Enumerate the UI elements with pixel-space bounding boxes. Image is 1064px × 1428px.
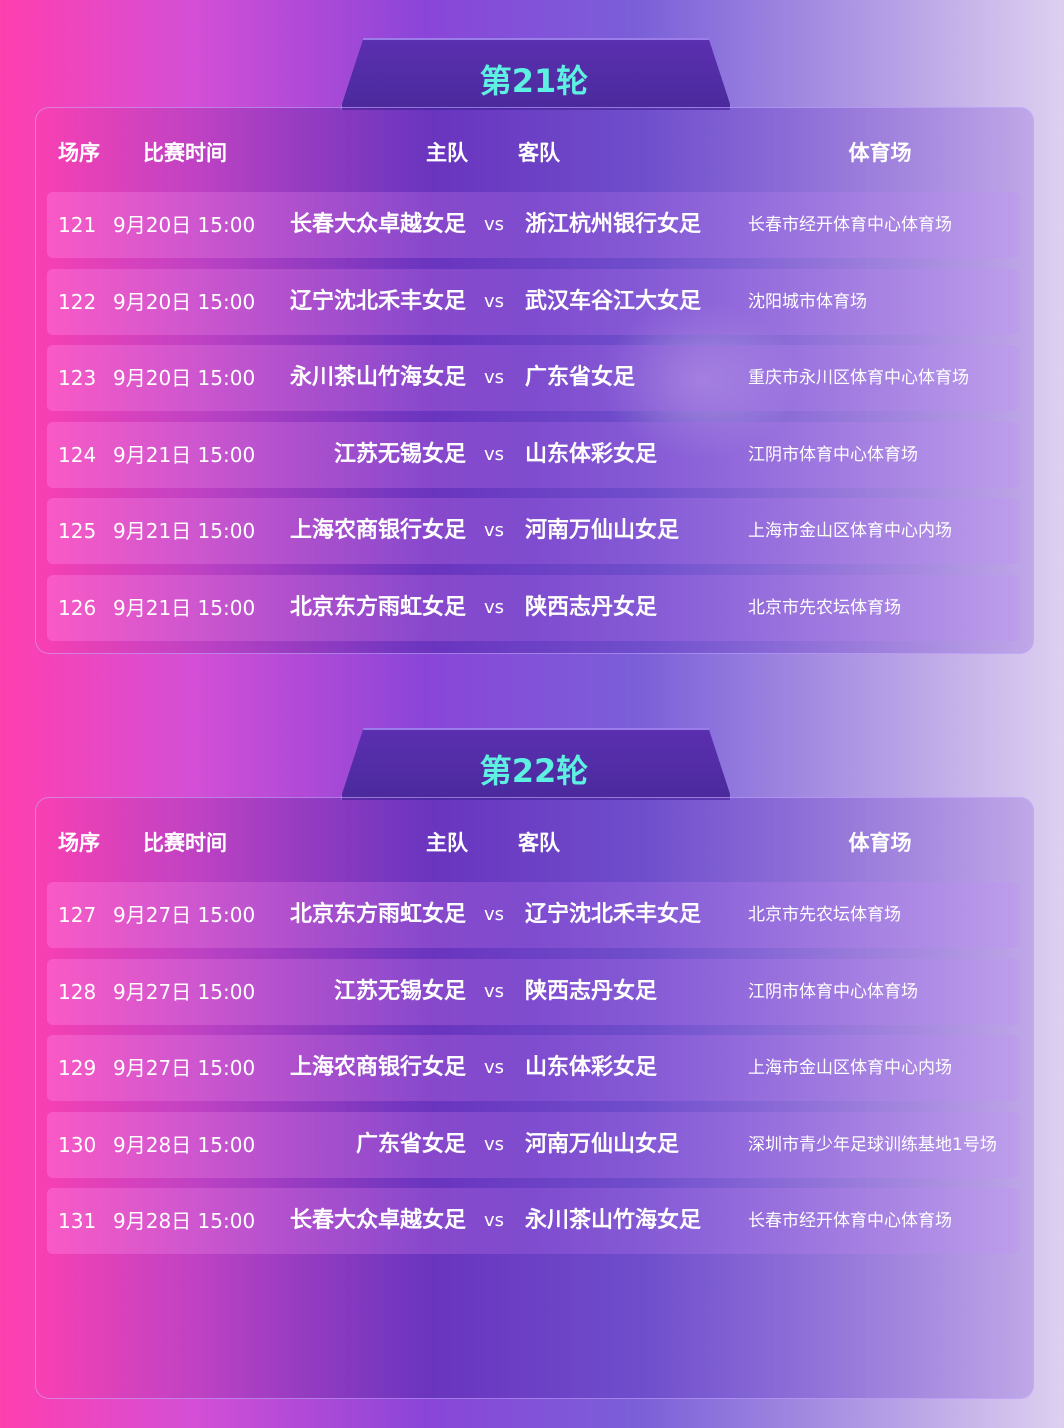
match-row: 123 9月20日 15:00 永川茶山竹海女足 vs 广东省女足 重庆市永川区体育中心体… [47, 345, 1020, 411]
column-header: 场序 [58, 831, 100, 855]
match-time: 9月20日 15:00 [113, 366, 256, 390]
away-team: 陕西志丹女足 [525, 978, 658, 1004]
match-time: 9月28日 15:00 [113, 1209, 256, 1233]
venue: 长春市经开体育中心体育场 [748, 1211, 952, 1231]
versus: vs [483, 214, 505, 235]
venue: 北京市先农坛体育场 [748, 597, 901, 618]
match-row: 122 9月20日 15:00 辽宁沈北禾丰女足 vs 武汉车谷江大女足 沈阳城市体育场 [47, 268, 1020, 335]
match-time: 9月20日 15:00 [113, 213, 256, 237]
match-number: 121 [58, 213, 97, 237]
match-number: 128 [58, 979, 97, 1004]
match-number: 127 [58, 903, 97, 927]
match-time: 9月27日 15:00 [113, 903, 256, 927]
match-time: 9月21日 15:00 [113, 595, 256, 620]
match-row: 121 9月20日 15:00 长春大众卓越女足 vs 浙江杭州银行女足 长春市经开体育中… [47, 192, 1020, 258]
home-team: 广东省女足 [355, 1131, 466, 1157]
home-team: 上海农商银行女足 [289, 518, 466, 543]
match-row: 125 9月21日 15:00 上海农商银行女足 vs 河南万仙山女足 上海市金山区体育中… [47, 498, 1020, 564]
page: (() => { const data = JSON.parse(documen… [0, 0, 1064, 1399]
match-row: 127 9月27日 15:00 北京东方雨虹女足 vs 辽宁沈北禾丰女足 北京市先农坛体育… [47, 882, 1020, 948]
home-team: 上海农商银行女足 [289, 1055, 466, 1080]
match-row: 126 9月21日 15:00 北京东方雨虹女足 vs 陕西志丹女足 北京市先农坛体育场 [47, 574, 1020, 641]
match-row: 124 9月21日 15:00 江苏无锡女足 vs 山东体彩女足 江阴市体育中心体育场 [47, 421, 1020, 488]
column-header: 体育场 [848, 141, 912, 165]
versus: vs [483, 1133, 505, 1155]
away-team: 浙江杭州银行女足 [525, 212, 702, 237]
match-row: 131 9月28日 15:00 长春大众卓越女足 vs 永川茶山竹海女足 长春市经开体育中… [47, 1188, 1020, 1254]
round-section: 第21轮场序 比赛时间 主队 客队 体育场 121 9月20日 15:00 长春大众卓越女足 v… [0, 38, 1064, 738]
column-header: 主队 [426, 141, 468, 165]
round-tab [340, 728, 732, 800]
venue: 北京市先农坛体育场 [748, 905, 901, 925]
venue: 江阴市体育中心体育场 [748, 444, 918, 465]
match-number: 125 [58, 519, 97, 543]
column-header: 主队 [426, 831, 468, 855]
column-header: 客队 [518, 141, 560, 165]
venue: 重庆市永川区体育中心体育场 [748, 368, 969, 388]
away-team: 陕西志丹女足 [525, 594, 658, 620]
column-header: 比赛时间 [143, 831, 227, 855]
column-header: 体育场 [848, 831, 912, 855]
versus: vs [483, 367, 505, 388]
versus: vs [483, 904, 505, 925]
home-team: 辽宁沈北禾丰女足 [289, 288, 466, 314]
match-time: 9月28日 15:00 [113, 1132, 256, 1157]
versus: vs [483, 520, 505, 541]
versus: vs [483, 443, 505, 465]
home-team: 江苏无锡女足 [333, 978, 466, 1004]
venue: 上海市金山区体育中心内场 [748, 521, 952, 541]
column-header: 场序 [58, 141, 100, 165]
match-row: 128 9月27日 15:00 江苏无锡女足 vs 陕西志丹女足 江阴市体育中心体育场 [47, 958, 1020, 1025]
home-team: 长春大众卓越女足 [289, 212, 466, 237]
match-number: 130 [58, 1132, 97, 1157]
match-number: 123 [58, 366, 97, 390]
match-time: 9月27日 15:00 [113, 979, 256, 1004]
away-team: 辽宁沈北禾丰女足 [525, 902, 702, 927]
match-time: 9月20日 15:00 [113, 289, 256, 314]
venue: 深圳市青少年足球训练基地1号场 [748, 1134, 997, 1155]
venue: 长春市经开体育中心体育场 [748, 215, 952, 235]
home-team: 北京东方雨虹女足 [289, 594, 466, 620]
round-section: 第22轮场序 比赛时间 主队 客队 体育场 127 9月27日 15:00 北京东方雨虹女足 v… [0, 728, 1064, 1428]
match-number: 122 [58, 289, 97, 314]
venue: 上海市金山区体育中心内场 [748, 1058, 952, 1078]
match-number: 131 [58, 1209, 97, 1233]
round-panel [35, 107, 1034, 654]
round-title: 第21轮 [479, 62, 589, 100]
versus: vs [483, 596, 505, 618]
venue: 江阴市体育中心体育场 [748, 981, 918, 1002]
home-team: 永川茶山竹海女足 [289, 365, 466, 390]
away-team: 广东省女足 [525, 365, 636, 390]
match-number: 124 [58, 442, 97, 467]
away-team: 山东体彩女足 [525, 1055, 658, 1080]
versus: vs [483, 1057, 505, 1078]
home-team: 江苏无锡女足 [333, 441, 466, 467]
match-time: 9月27日 15:00 [113, 1056, 256, 1080]
column-header: 比赛时间 [143, 141, 227, 165]
versus: vs [483, 290, 505, 312]
away-team: 武汉车谷江大女足 [525, 288, 702, 314]
versus: vs [483, 1210, 505, 1231]
match-number: 129 [58, 1056, 97, 1080]
match-row: 129 9月27日 15:00 上海农商银行女足 vs 山东体彩女足 上海市金山区体育中心… [47, 1035, 1020, 1101]
away-team: 河南万仙山女足 [525, 518, 680, 543]
versus: vs [483, 980, 505, 1002]
away-team: 山东体彩女足 [525, 441, 658, 467]
match-number: 126 [58, 595, 97, 620]
match-time: 9月21日 15:00 [113, 519, 256, 543]
match-time: 9月21日 15:00 [113, 442, 256, 467]
away-team: 河南万仙山女足 [525, 1131, 680, 1157]
away-team: 永川茶山竹海女足 [525, 1208, 702, 1233]
home-team: 长春大众卓越女足 [289, 1208, 466, 1233]
round-tab [340, 38, 732, 110]
venue: 沈阳城市体育场 [748, 291, 867, 312]
round-title: 第22轮 [479, 752, 589, 790]
column-header: 客队 [518, 831, 560, 855]
match-row: 130 9月28日 15:00 广东省女足 vs 河南万仙山女足 深圳市青少年足球训练基地… [47, 1111, 1020, 1178]
home-team: 北京东方雨虹女足 [289, 902, 466, 927]
